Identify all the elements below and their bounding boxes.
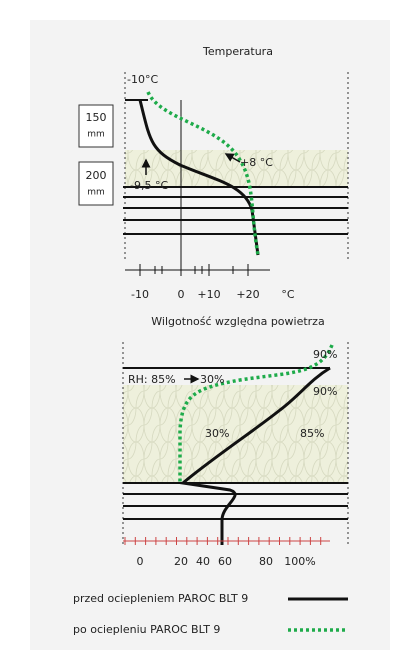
x-tick-label: 60	[218, 555, 232, 568]
x-tick-label: +20	[236, 288, 259, 301]
x-tick-label: 20	[174, 555, 188, 568]
x-tick-label: °C	[281, 288, 295, 301]
legend-label: po ociepleniu PAROC BLT 9	[73, 623, 220, 636]
label: 30%	[205, 427, 229, 440]
x-tick-label: 0	[178, 288, 185, 301]
label: mm	[87, 188, 105, 198]
label: 150	[86, 111, 107, 124]
label: 200	[86, 169, 107, 182]
x-tick-label: 80	[259, 555, 273, 568]
label: mm	[87, 130, 105, 140]
label: +8 °C	[240, 156, 273, 169]
x-tick-label: 0	[137, 555, 144, 568]
x-tick-label: -10	[131, 288, 149, 301]
label: 90%	[313, 385, 337, 398]
label: 90%	[313, 348, 337, 361]
title: Temperatura	[202, 45, 273, 58]
page: Temperatura -10°C 150 mm 200 mm +8 °C -9…	[0, 0, 414, 659]
label: RH: 85%	[128, 373, 176, 386]
label: 30%	[200, 373, 224, 386]
x-tick-label: 40	[196, 555, 210, 568]
label: -9,5 °C	[130, 179, 168, 192]
x-tick-label: 100%	[284, 555, 315, 568]
label: -10°C	[127, 73, 158, 86]
x-tick-label: +10	[197, 288, 220, 301]
title: Wilgotność względna powietrza	[151, 315, 324, 328]
legend-label: przed ociepleniem PAROC BLT 9	[73, 592, 248, 605]
label: 85%	[300, 427, 324, 440]
